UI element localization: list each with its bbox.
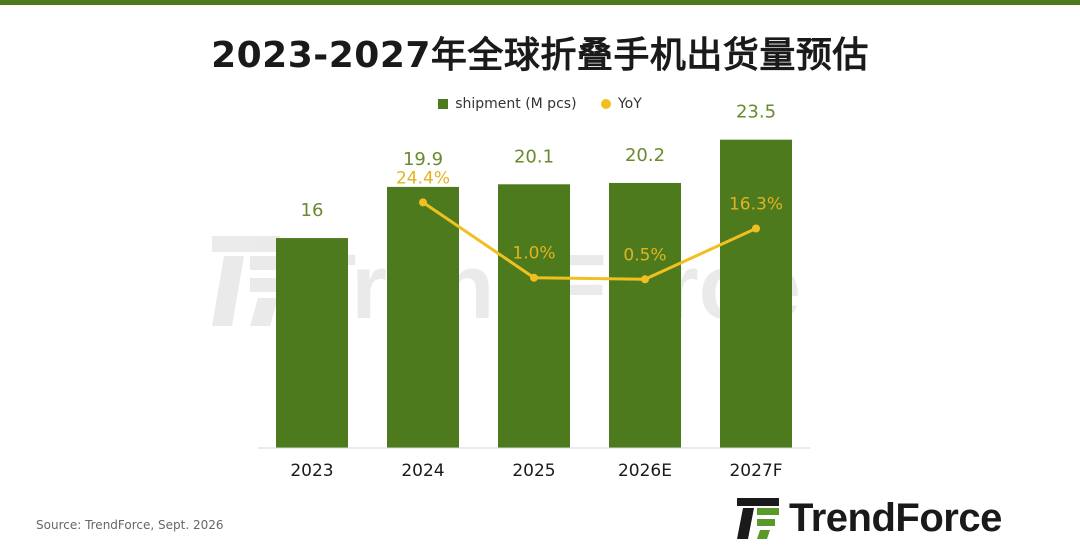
brand-logo: TrendForce (735, 492, 1055, 544)
bar-2024 (387, 186, 459, 449)
top-accent-rule (0, 0, 1080, 5)
bar-label-2027f: 23.5 (736, 102, 776, 123)
x-tick-2024: 2024 (401, 461, 444, 481)
trendforce-logo-icon (737, 498, 779, 539)
yoy-label-2025: 1.0% (512, 244, 555, 264)
yoy-point-2027f (752, 224, 760, 233)
brand-name: TrendForce (789, 495, 1002, 540)
yoy-label-2027f: 16.3% (729, 195, 783, 215)
bar-label-2023: 16 (301, 200, 324, 221)
chart-title: 2023-2027年全球折叠手机出货量预估 (211, 35, 869, 76)
yoy-label-2024: 24.4% (396, 168, 450, 188)
bar-2026e (609, 182, 681, 448)
bar-2027f (720, 139, 792, 448)
x-tick-2023: 2023 (290, 461, 333, 481)
yoy-line (422, 201, 757, 281)
legend-swatch-shipment (438, 99, 449, 109)
yoy-point-2024 (419, 198, 427, 207)
x-tick-2026e: 2026E (618, 461, 672, 481)
yoy-label-2026e: 0.5% (623, 245, 666, 265)
yoy-point-2025 (530, 273, 538, 282)
bar-label-2024: 19.9 (403, 149, 443, 170)
source-note: Source: TrendForce, Sept. 2026 (36, 518, 224, 532)
bar-2023 (276, 238, 348, 448)
bar-label-2026e: 20.2 (625, 145, 665, 166)
bar-label-2025: 20.1 (514, 146, 554, 167)
legend-label-yoy: YoY (617, 96, 642, 112)
yoy-point-2026e (641, 275, 649, 284)
legend-dot-yoy (600, 99, 611, 109)
legend-item-shipment: shipment (M pcs) (438, 96, 577, 112)
legend: shipment (M pcs) YoY (0, 96, 1080, 113)
x-tick-2025: 2025 (512, 461, 555, 481)
legend-item-yoy: YoY (600, 96, 642, 112)
legend-label-shipment: shipment (M pcs) (455, 96, 577, 112)
x-tick-2027f: 2027F (729, 461, 782, 481)
bar-2025 (498, 184, 570, 448)
